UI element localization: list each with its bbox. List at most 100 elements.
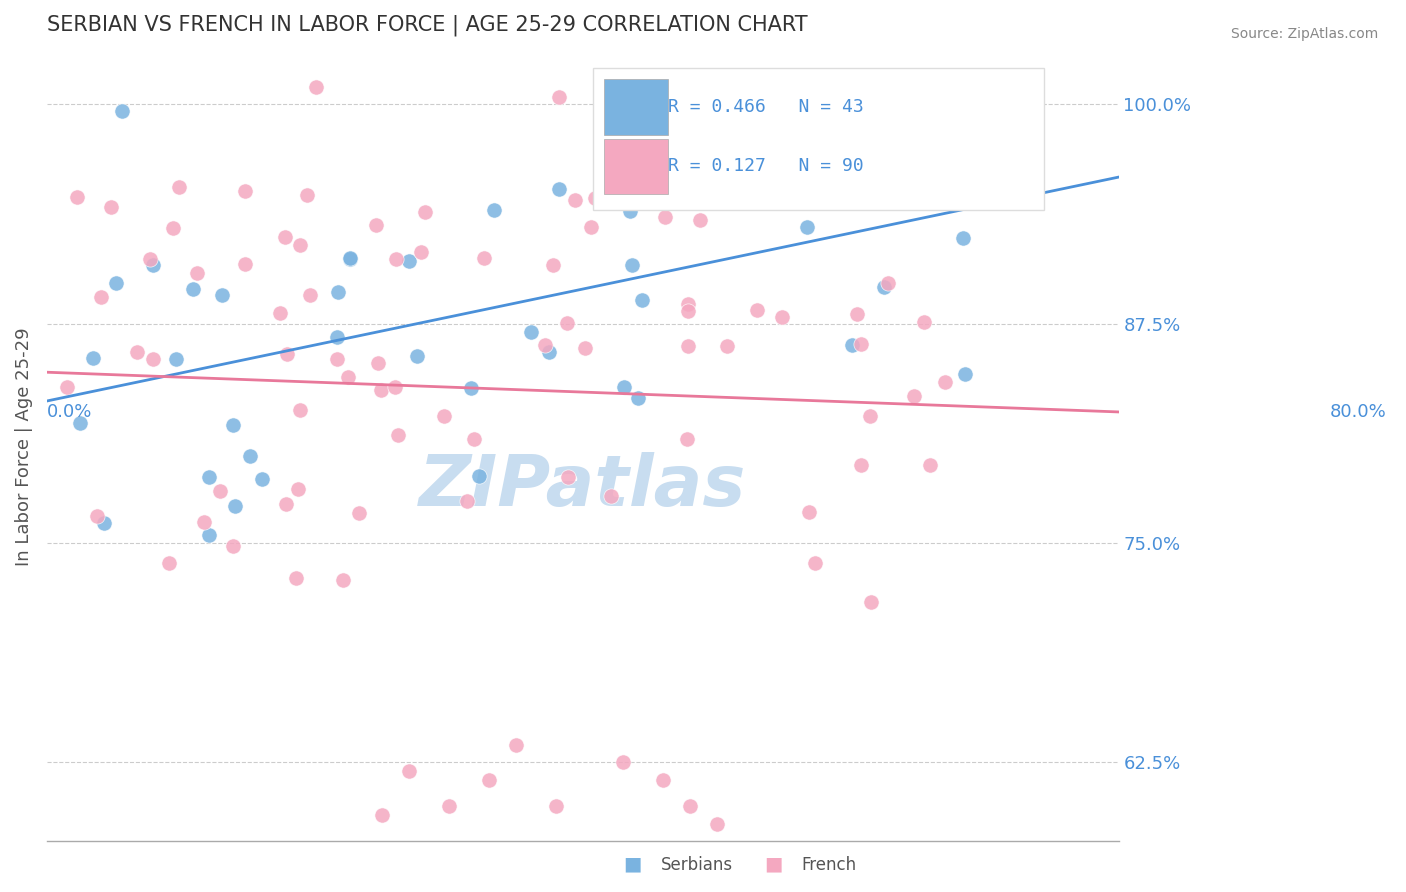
Point <box>276 497 298 511</box>
Point <box>903 389 925 403</box>
Point <box>544 799 567 814</box>
Point <box>433 409 456 423</box>
Point <box>290 403 312 417</box>
Point <box>197 528 219 542</box>
Point <box>336 369 359 384</box>
Point <box>859 409 882 424</box>
Text: French: French <box>801 855 856 873</box>
Point <box>505 738 527 752</box>
Point <box>125 345 148 359</box>
FancyBboxPatch shape <box>605 138 668 194</box>
Point <box>384 380 406 394</box>
Point <box>100 200 122 214</box>
Point <box>326 330 349 344</box>
Point <box>463 432 485 446</box>
Point <box>716 338 738 352</box>
Point <box>721 143 744 157</box>
Point <box>347 507 370 521</box>
Point <box>846 307 869 321</box>
Point <box>86 509 108 524</box>
Point <box>139 252 162 267</box>
Point <box>952 230 974 244</box>
Point <box>547 90 569 104</box>
Point <box>700 174 723 188</box>
Point <box>676 432 699 446</box>
Point <box>612 756 634 770</box>
Point <box>557 470 579 484</box>
Point <box>325 351 347 366</box>
Point <box>621 258 644 272</box>
Point <box>409 244 432 259</box>
Point <box>111 104 134 119</box>
Point <box>162 221 184 235</box>
Point <box>167 179 190 194</box>
Point <box>298 287 321 301</box>
Point <box>938 95 960 109</box>
Point <box>703 128 725 142</box>
Point <box>873 279 896 293</box>
Point <box>849 458 872 472</box>
Point <box>678 339 700 353</box>
Point <box>456 493 478 508</box>
Text: 0.0%: 0.0% <box>46 403 93 421</box>
Point <box>627 391 650 405</box>
Point <box>269 306 291 320</box>
Point <box>288 237 311 252</box>
Text: ZIPatlas: ZIPatlas <box>419 451 747 521</box>
Point <box>689 212 711 227</box>
Point <box>385 252 408 266</box>
Point <box>224 499 246 513</box>
Point <box>197 470 219 484</box>
Point <box>634 140 657 154</box>
Point <box>222 417 245 432</box>
Point <box>209 484 232 499</box>
Point <box>186 266 208 280</box>
Point <box>181 282 204 296</box>
Point <box>165 352 187 367</box>
Point <box>564 194 586 208</box>
Point <box>676 304 699 318</box>
FancyBboxPatch shape <box>593 68 1043 210</box>
Point <box>472 251 495 265</box>
Point <box>972 129 994 144</box>
Point <box>274 229 297 244</box>
Point <box>437 799 460 814</box>
Point <box>332 573 354 587</box>
Point <box>371 808 394 822</box>
Text: R = 0.127   N = 90: R = 0.127 N = 90 <box>668 157 865 176</box>
Point <box>541 258 564 272</box>
Point <box>538 344 561 359</box>
Point <box>56 380 79 394</box>
Point <box>581 219 603 234</box>
Point <box>520 325 543 339</box>
Text: Serbians: Serbians <box>661 855 733 873</box>
Point <box>364 219 387 233</box>
Point <box>967 116 990 130</box>
Point <box>796 219 818 234</box>
Point <box>367 356 389 370</box>
Point <box>398 253 420 268</box>
Point <box>239 449 262 463</box>
Text: ■: ■ <box>763 855 783 873</box>
Point <box>555 316 578 330</box>
Point <box>679 799 702 814</box>
Point <box>723 187 745 202</box>
Point <box>654 210 676 224</box>
Point <box>193 516 215 530</box>
Point <box>860 595 883 609</box>
Point <box>818 79 841 94</box>
Point <box>613 379 636 393</box>
Text: R = 0.466   N = 43: R = 0.466 N = 43 <box>668 98 865 116</box>
Point <box>734 192 756 206</box>
Y-axis label: In Labor Force | Age 25-29: In Labor Force | Age 25-29 <box>15 327 32 566</box>
Point <box>799 505 821 519</box>
Text: SERBIAN VS FRENCH IN LABOR FORCE | AGE 25-29 CORRELATION CHART: SERBIAN VS FRENCH IN LABOR FORCE | AGE 2… <box>46 15 807 37</box>
Text: 80.0%: 80.0% <box>1330 403 1386 421</box>
Point <box>478 772 501 787</box>
Point <box>468 468 491 483</box>
Point <box>877 277 900 291</box>
Point <box>370 383 392 397</box>
Point <box>747 303 769 318</box>
Point <box>851 336 873 351</box>
Text: Source: ZipAtlas.com: Source: ZipAtlas.com <box>1230 27 1378 41</box>
